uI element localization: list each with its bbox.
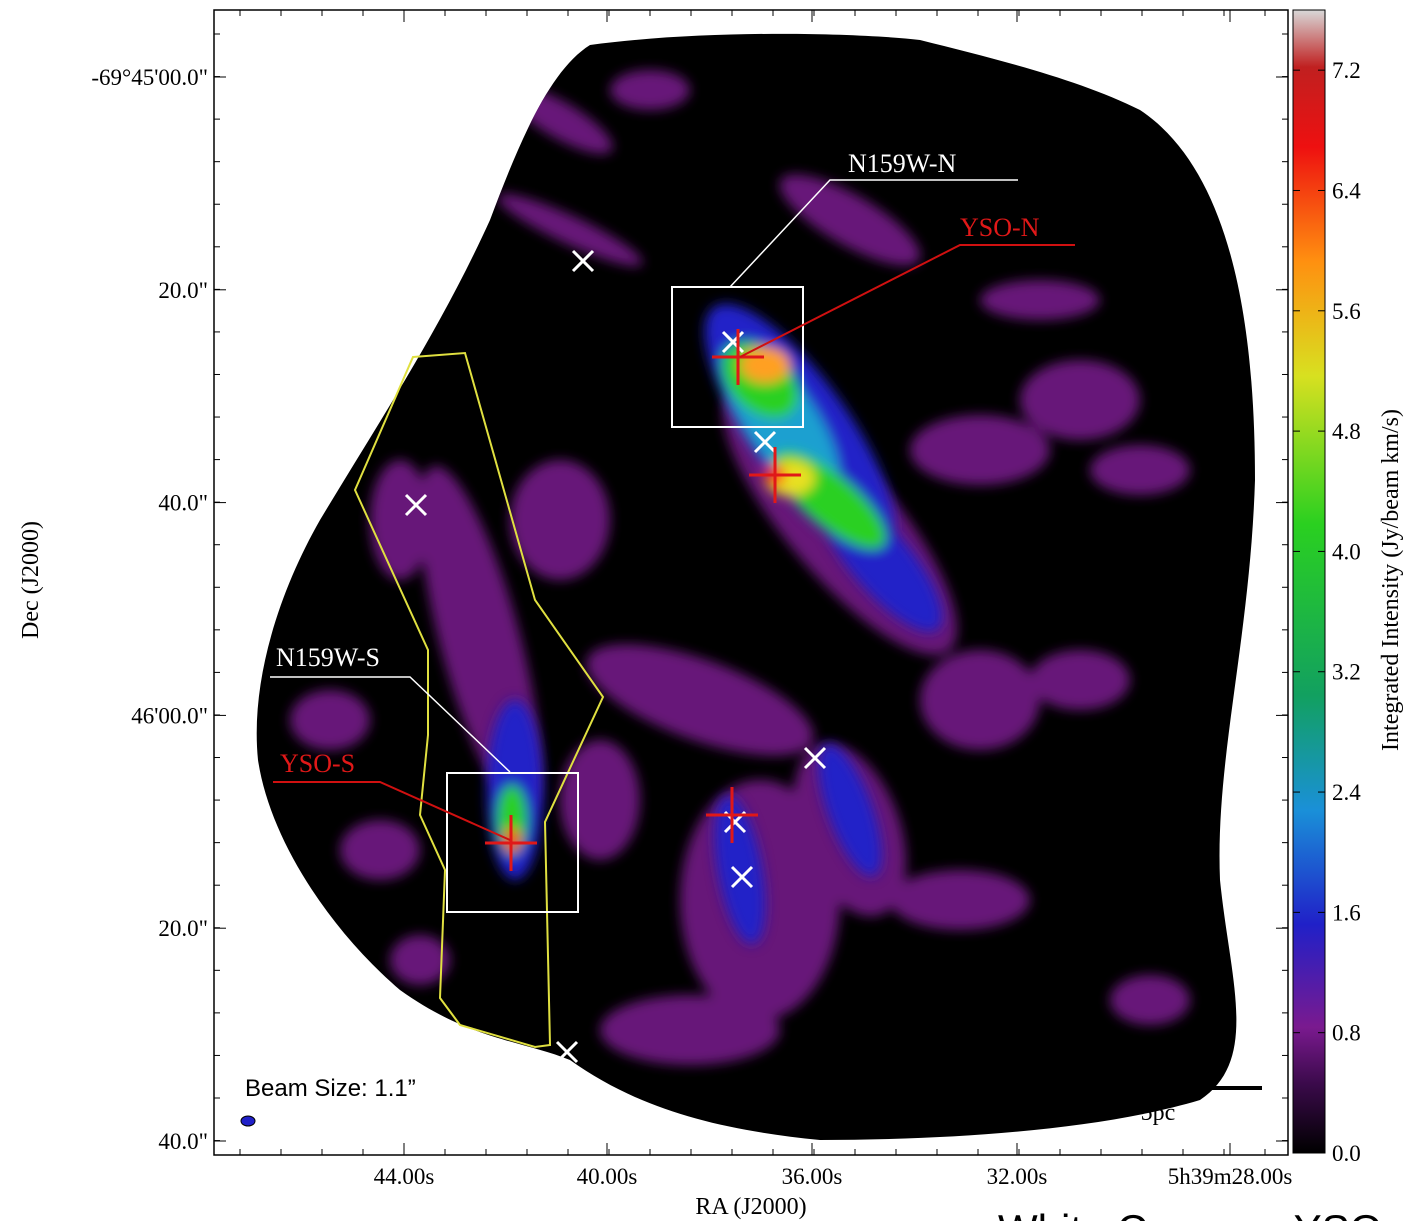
colorbar-tick-label: 3.2 <box>1332 660 1361 685</box>
y-tick-label: 40.0" <box>158 1129 208 1154</box>
colorbar <box>1293 10 1325 1153</box>
yso-label: YSO-S <box>280 749 355 778</box>
y-tick-label: 46'00.0" <box>131 703 208 728</box>
scale-bar-label: 5pc <box>1141 1100 1176 1126</box>
colorbar-tick-label: 6.4 <box>1332 178 1361 203</box>
region-label: N159W-N <box>848 149 957 178</box>
x-tick-label: 5h39m28.00s <box>1168 1164 1293 1189</box>
colorbar-tick-label: 2.4 <box>1332 780 1361 805</box>
x-axis-label: RA (J2000) <box>695 1194 806 1220</box>
page: {"figure": { "x_axis": {"label": "RA (J2… <box>0 0 1408 1221</box>
region-label: N159W-S <box>276 643 380 672</box>
y-tick-label: -69°45'00.0" <box>91 65 208 90</box>
y-tick-label: 20.0" <box>158 278 208 303</box>
x-tick-label: 32.00s <box>987 1164 1048 1189</box>
x-tick-label: 40.00s <box>577 1164 638 1189</box>
intensity-map <box>241 34 1262 1140</box>
yso-label: YSO-N <box>960 213 1040 242</box>
beam-label: Beam Size: 1.1” <box>245 1075 416 1102</box>
colorbar-tick-label: 5.6 <box>1332 299 1361 324</box>
y-axis-label: Dec (J2000) <box>18 521 44 639</box>
colorbar-tick-label: 0.0 <box>1332 1141 1361 1166</box>
colorbar-tick-label: 7.2 <box>1332 58 1361 83</box>
colorbar-tick-label: 4.8 <box>1332 419 1361 444</box>
x-tick-label: 36.00s <box>782 1164 843 1189</box>
colorbar-tick-label: 1.6 <box>1332 900 1361 925</box>
caption: White Crosses: YSO <box>998 1206 1382 1221</box>
colorbar-label: Integrated Intensity (Jy/beam km/s) <box>1378 409 1404 751</box>
colorbar-tick-label: 0.8 <box>1332 1021 1361 1046</box>
y-tick-label: 20.0" <box>158 916 208 941</box>
figure: N159W-N YSO-N N159W-S YSO-S Beam Size: 1… <box>0 0 1408 1221</box>
colorbar-tick-label: 4.0 <box>1332 539 1361 564</box>
y-tick-label: 40.0" <box>158 491 208 516</box>
x-tick-label: 44.00s <box>374 1164 435 1189</box>
